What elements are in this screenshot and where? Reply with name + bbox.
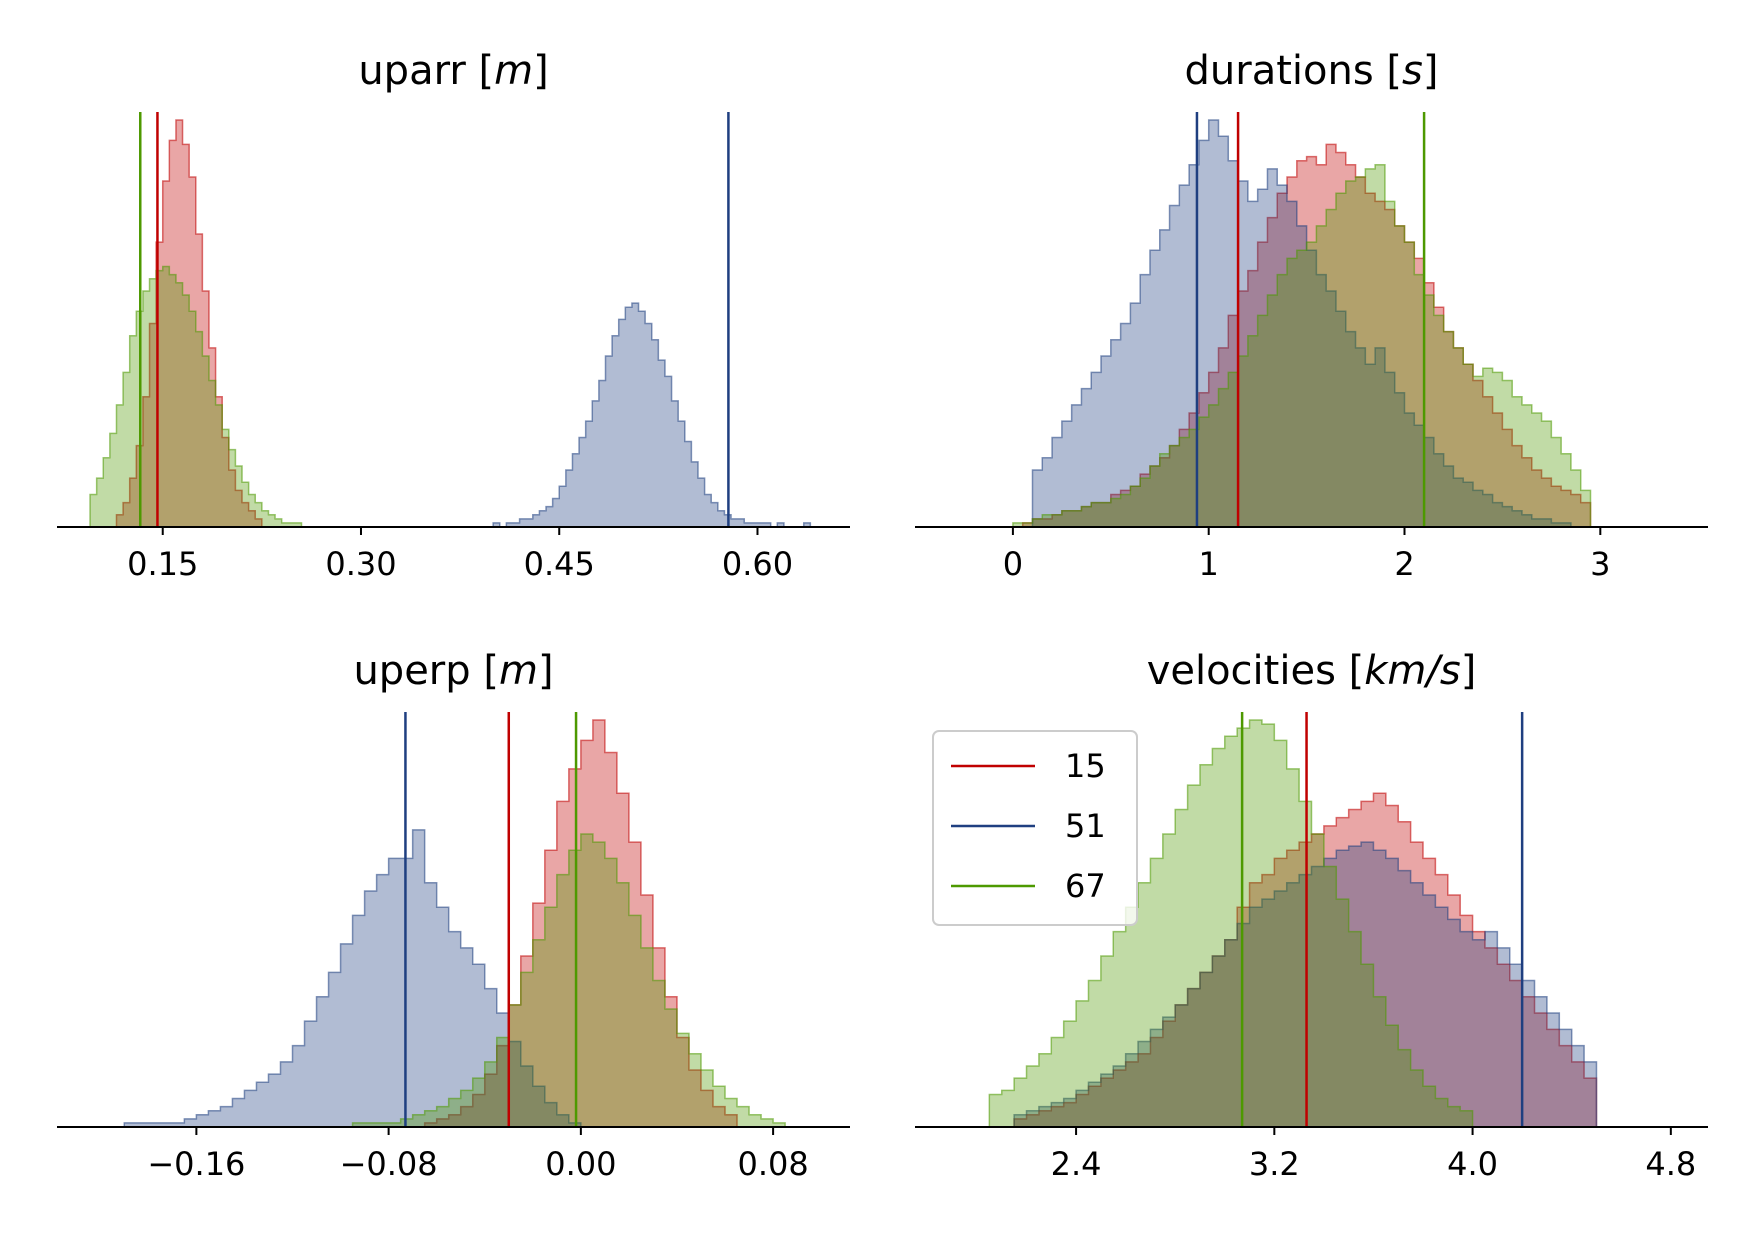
legend-label-67: 67 bbox=[1065, 867, 1106, 905]
x-tick-label: 4.0 bbox=[1447, 1145, 1498, 1183]
x-tick-label: 2 bbox=[1394, 545, 1414, 583]
x-tick-label: 0.00 bbox=[545, 1145, 616, 1183]
histogram-series-67 bbox=[1012, 164, 1592, 528]
histogram-series-67 bbox=[988, 719, 1474, 1128]
x-tick-label: 0.45 bbox=[524, 545, 595, 583]
histogram-series-15 bbox=[423, 719, 738, 1128]
x-tick-label: 0.15 bbox=[127, 545, 198, 583]
x-tick-label: −0.16 bbox=[147, 1145, 245, 1183]
histogram-series-51 bbox=[492, 302, 812, 528]
panel-4: velocities [km/s] 2.4 3.2 4.0 4.8 bbox=[915, 648, 1708, 1183]
legend-label-51: 51 bbox=[1065, 807, 1106, 845]
x-tick-label: 3.2 bbox=[1249, 1145, 1300, 1183]
x-tick-label: 0.30 bbox=[325, 545, 396, 583]
legend: 15 51 67 bbox=[932, 730, 1138, 926]
panel-title: durations [s] bbox=[1185, 48, 1439, 94]
x-tick-label: 0.60 bbox=[722, 545, 793, 583]
panel-title: uperp [m] bbox=[353, 648, 553, 694]
x-tick-label: 3 bbox=[1590, 545, 1610, 583]
panel-title: uparr [m] bbox=[358, 48, 548, 94]
x-tick-label: 1 bbox=[1199, 545, 1219, 583]
legend-frame bbox=[932, 730, 1138, 926]
x-tick-label: 0 bbox=[1003, 545, 1023, 583]
panel-1: uparr [m] 0.15 0.30 0.45 0.60 bbox=[57, 48, 850, 583]
panel-3: uperp [m] −0.16 −0.08 0.00 0.08 bbox=[57, 648, 850, 1183]
histogram-series-67 bbox=[351, 833, 786, 1128]
panel-title: velocities [km/s] bbox=[1147, 648, 1477, 694]
x-tick-label: 2.4 bbox=[1051, 1145, 1102, 1183]
histogram-series-67 bbox=[89, 265, 303, 528]
x-tick-label: −0.08 bbox=[340, 1145, 438, 1183]
x-tick-label: 4.8 bbox=[1645, 1145, 1696, 1183]
histogram-series-51 bbox=[123, 829, 582, 1128]
histogram-series-51 bbox=[1031, 119, 1572, 528]
legend-label-15: 15 bbox=[1065, 747, 1106, 785]
panel-2: durations [s] 0 1 2 3 bbox=[915, 48, 1708, 583]
x-tick-label: 0.08 bbox=[737, 1145, 808, 1183]
